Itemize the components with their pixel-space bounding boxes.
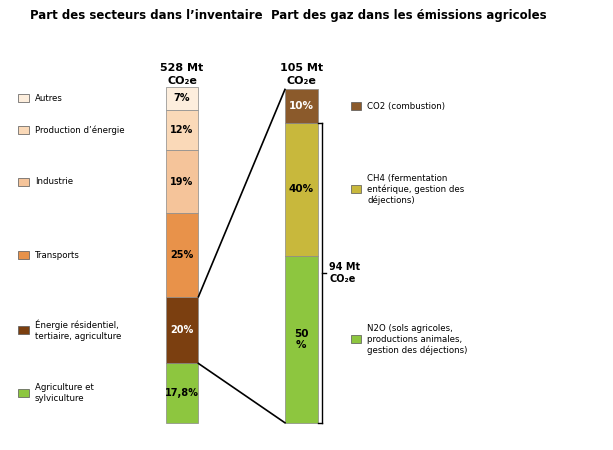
Bar [166,297,199,364]
Bar [18,326,29,334]
Bar [285,90,318,123]
Bar [18,126,29,134]
Bar [351,335,361,343]
Text: 94 Mt
CO₂e: 94 Mt CO₂e [329,261,360,284]
Text: Industrie: Industrie [35,177,73,186]
Text: 19%: 19% [170,177,194,187]
Text: Part des gaz dans les émissions agricoles: Part des gaz dans les émissions agricole… [271,9,547,22]
Text: 20%: 20% [170,325,194,335]
Bar [166,213,199,297]
Text: 528 Mt
CO₂e: 528 Mt CO₂e [161,63,204,86]
Bar [285,123,318,256]
Text: 12%: 12% [170,125,194,135]
Text: CO2 (combustion): CO2 (combustion) [367,102,445,111]
Text: Part des secteurs dans l’inventaire: Part des secteurs dans l’inventaire [30,9,262,22]
Text: Énergie résidentiel,
tertiaire, agriculture: Énergie résidentiel, tertiaire, agricult… [35,320,121,341]
Text: 50
%: 50 % [294,328,308,350]
Text: 10%: 10% [289,101,314,111]
Bar [18,389,29,397]
Text: 17,8%: 17,8% [165,388,199,398]
Text: CH4 (fermentation
entérique, gestion des
déjections): CH4 (fermentation entérique, gestion des… [367,174,465,205]
Text: Agriculture et
sylviculture: Agriculture et sylviculture [35,383,94,403]
Bar [18,94,29,103]
Text: 7%: 7% [173,94,190,104]
Text: Production d’énergie: Production d’énergie [35,126,124,135]
Bar [351,102,361,110]
Bar [18,178,29,186]
Bar [166,364,199,423]
Text: Transports: Transports [35,251,80,260]
Text: 105 Mt
CO₂e: 105 Mt CO₂e [280,63,323,86]
Bar [166,150,199,213]
Bar [18,251,29,259]
Text: Autres: Autres [35,94,63,103]
Text: 25%: 25% [170,250,194,260]
Bar [166,87,199,110]
Bar [285,256,318,423]
Text: 40%: 40% [289,184,314,194]
Bar [351,185,361,193]
Bar [166,110,199,150]
Text: N2O (sols agricoles,
productions animales,
gestion des déjections): N2O (sols agricoles, productions animale… [367,324,468,355]
